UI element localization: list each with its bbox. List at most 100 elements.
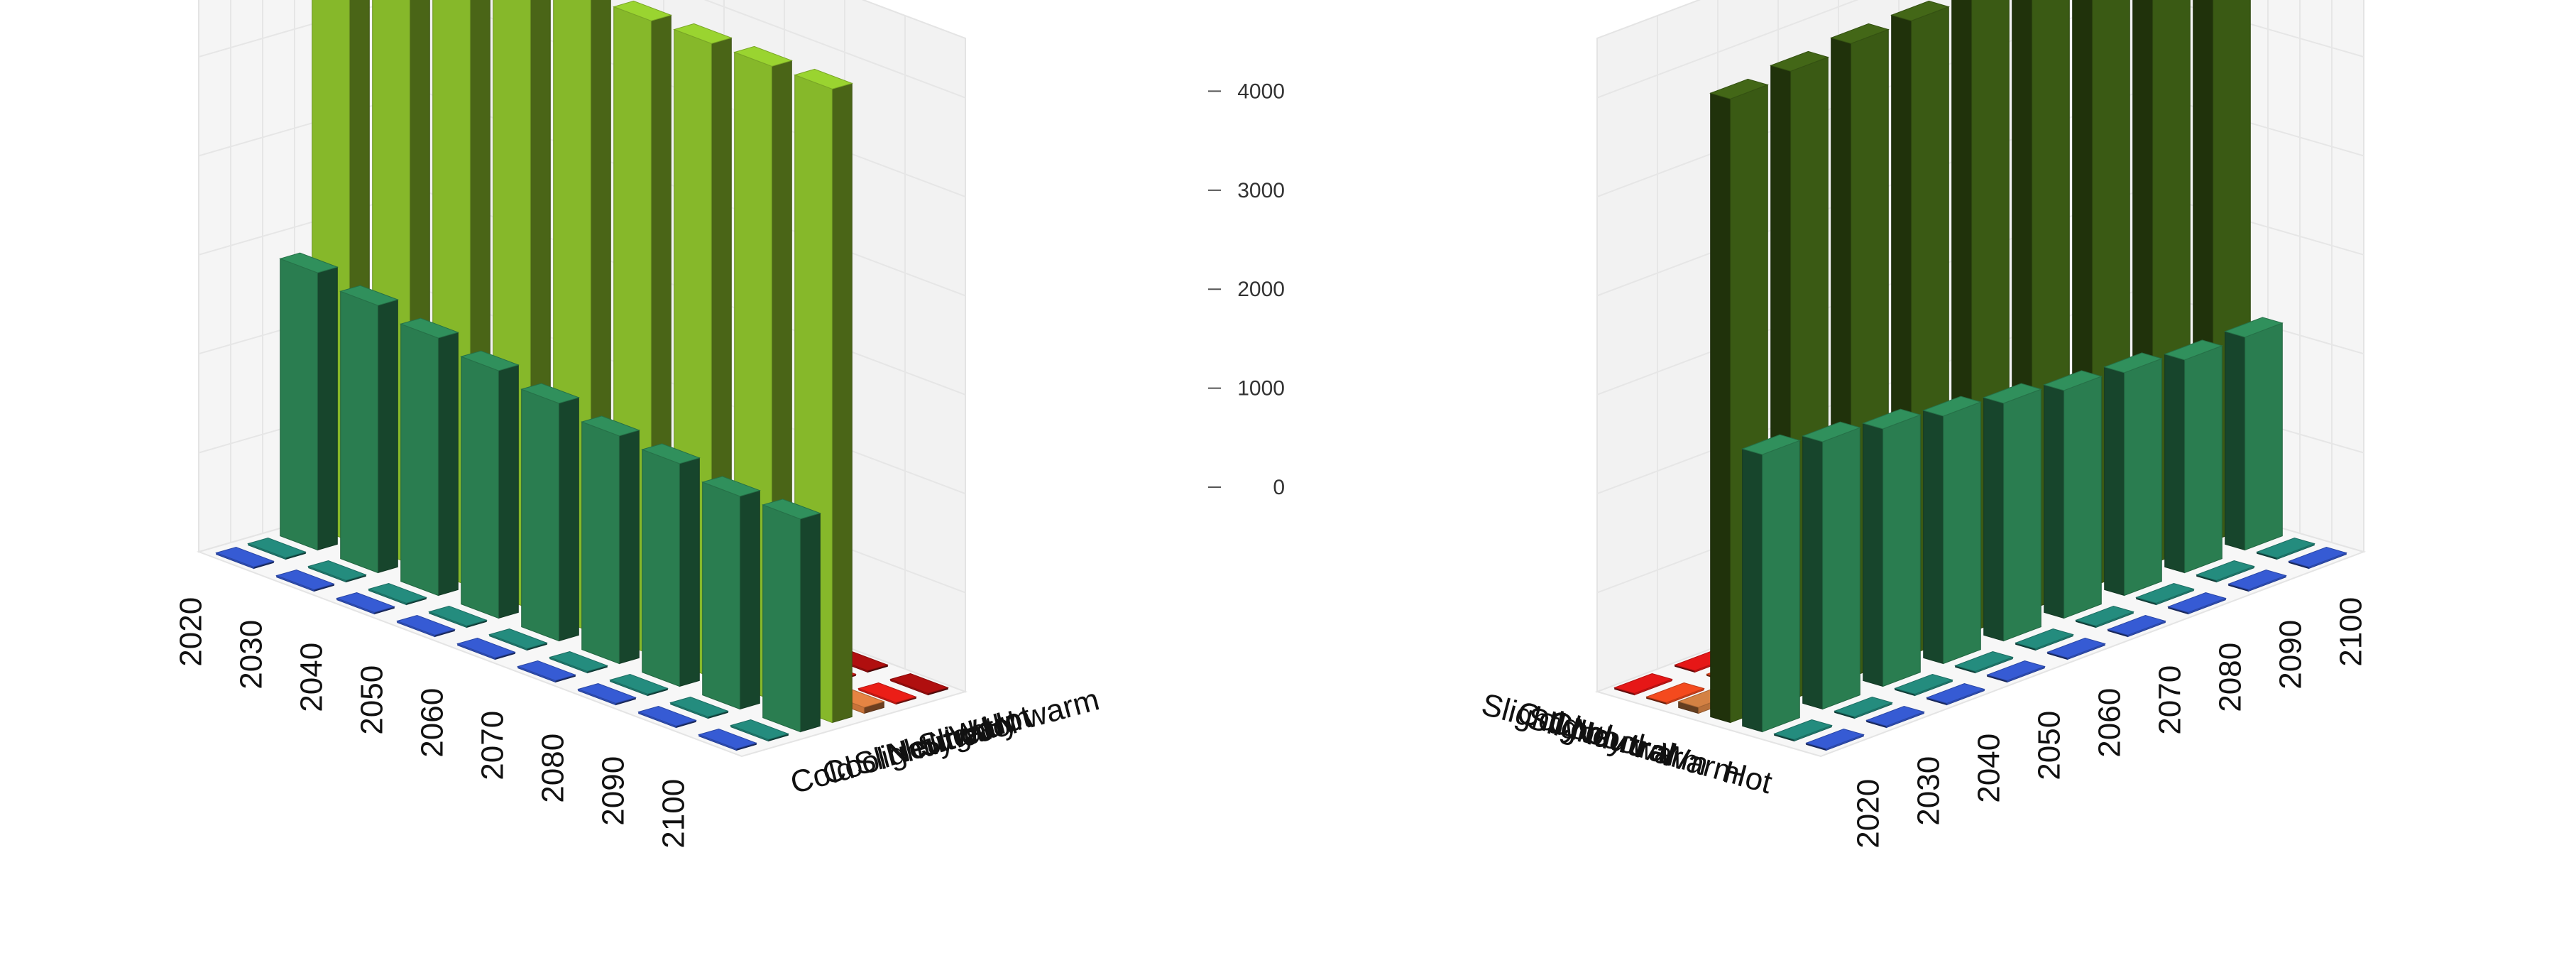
bar-face-top — [1770, 50, 1829, 72]
bar-face-side — [1710, 92, 1731, 724]
bar-face-top — [247, 537, 307, 558]
bars — [1613, 0, 2347, 751]
bar-hot-2020 — [1805, 728, 1865, 751]
bar-face-side — [1802, 435, 1824, 710]
bar-cold-2020 — [215, 546, 275, 570]
bar-face-front — [1943, 401, 1981, 665]
bar-cold-2090 — [637, 705, 697, 729]
bar-cool-2060 — [488, 628, 548, 651]
bar-warm-2100 — [2256, 537, 2315, 560]
bar-warm-2030 — [1834, 696, 1893, 719]
bar-face-top — [673, 23, 733, 44]
bar-face-front — [400, 323, 439, 597]
bar-face-side — [2104, 366, 2125, 597]
bar-face-top — [2224, 317, 2284, 338]
year-label-2030: 2030 — [1912, 756, 1946, 826]
category-label-cold: Cold — [1513, 695, 1584, 746]
bar-face-side — [2164, 354, 2186, 574]
bar-face-top — [456, 637, 516, 658]
bar-slightly-warm-2090 — [2164, 339, 2223, 574]
bar-face-top — [577, 682, 637, 704]
bar-face-side — [1923, 410, 1944, 665]
bar-face-top — [698, 728, 757, 749]
bar-face-top — [1865, 705, 1925, 726]
z-tick-label: 2000 — [1237, 278, 1285, 301]
year-axis-labels: 2100 2090 2080 2070 2060 2050 2040 2030 2020 — [1851, 597, 2369, 849]
bar-face-top — [488, 628, 548, 649]
bar-face-front — [1882, 414, 1921, 687]
bar-face-top — [2227, 569, 2287, 590]
bar-cold-2030 — [275, 569, 335, 592]
bar-slightly-warm-2020 — [1741, 434, 1801, 733]
bar-face-top — [517, 660, 576, 681]
bar-slightly-cool-2100 — [762, 499, 821, 733]
bar-face-top — [215, 546, 275, 567]
bar-face-side — [498, 364, 519, 619]
bar-face-top — [1741, 434, 1801, 455]
bar-face-side — [831, 82, 853, 724]
bar-slightly-warm-2050 — [1922, 396, 1982, 665]
bar-face-side — [1863, 423, 1884, 687]
year-label-2050: 2050 — [355, 665, 390, 735]
bar-face-top — [460, 350, 520, 371]
bar-warm-2070 — [2075, 605, 2134, 628]
year-label-2090: 2090 — [2274, 620, 2308, 690]
bar-face-top — [339, 285, 399, 306]
bar-slightly-cool-2060 — [520, 383, 580, 642]
year-label-2020: 2020 — [1851, 779, 1886, 849]
bar-face-top — [613, 0, 672, 21]
bar-face-top — [549, 650, 608, 672]
bar-face-front — [461, 356, 499, 619]
bar-face-top — [762, 499, 821, 520]
bar-cool-2040 — [368, 582, 427, 606]
bar-face-top — [2043, 370, 2103, 391]
bar-face-top — [279, 252, 339, 273]
bar-face-top — [2015, 628, 2074, 649]
bar-hot-2040 — [1926, 682, 1985, 706]
bar-hot-2100 — [889, 673, 949, 696]
bar-face-top — [701, 476, 761, 497]
bar-cool-2030 — [307, 560, 367, 583]
bar-face-top — [2135, 582, 2195, 604]
bar-face-front — [340, 290, 378, 574]
bar-face-top — [428, 605, 488, 626]
bar-cold-2050 — [396, 614, 456, 638]
bar-face-top — [1890, 0, 1950, 21]
year-label-2050: 2050 — [2032, 711, 2067, 780]
bar-face-side — [558, 397, 579, 642]
bar-face-front — [280, 258, 318, 551]
year-label-2060: 2060 — [2093, 688, 2127, 758]
bars — [215, 0, 949, 751]
right-chart-panel: Hot Warm Slightly warm Neutral Slightly cool… — [1288, 0, 2576, 976]
bar-face-top — [669, 696, 729, 717]
bar-face-top — [733, 45, 793, 67]
bar-cool-2020 — [1645, 682, 1705, 705]
bar-face-front — [1762, 440, 1800, 733]
bar-face-side — [679, 457, 700, 687]
bar-face-front — [702, 481, 740, 710]
left-3d-bar-chart: 0100020003000400050006000ColdCoolSlightl… — [174, 0, 1285, 849]
z-tick-label: 1000 — [1237, 377, 1285, 401]
bar-face-top — [2107, 614, 2166, 636]
bar-face-side — [1983, 397, 2005, 642]
grid-line-z — [1596, 0, 1859, 99]
bar-slightly-warm-2060 — [1983, 383, 2042, 642]
bar-face-top — [2288, 546, 2347, 567]
bar-slightly-warm-2030 — [1802, 421, 1861, 710]
bar-face-top — [1802, 421, 1861, 442]
bar-face-top — [400, 317, 459, 339]
bar-face-side — [437, 332, 459, 597]
bar-face-top — [637, 705, 697, 726]
bar-face-top — [609, 673, 669, 695]
bar-face-top — [889, 673, 949, 694]
bar-face-top — [581, 415, 640, 437]
year-axis-labels: 2020 2030 2040 2050 2060 2070 2080 2090 2100 — [174, 597, 691, 849]
year-label-2090: 2090 — [596, 756, 631, 826]
year-label-2080: 2080 — [2213, 643, 2248, 712]
bar-cool-2050 — [428, 605, 488, 628]
bar-warm-2090 — [2196, 560, 2255, 583]
bar-face-front — [2063, 376, 2102, 619]
z-tick-label: 5000 — [1237, 0, 1285, 4]
bar-warm-2060 — [2015, 628, 2074, 651]
